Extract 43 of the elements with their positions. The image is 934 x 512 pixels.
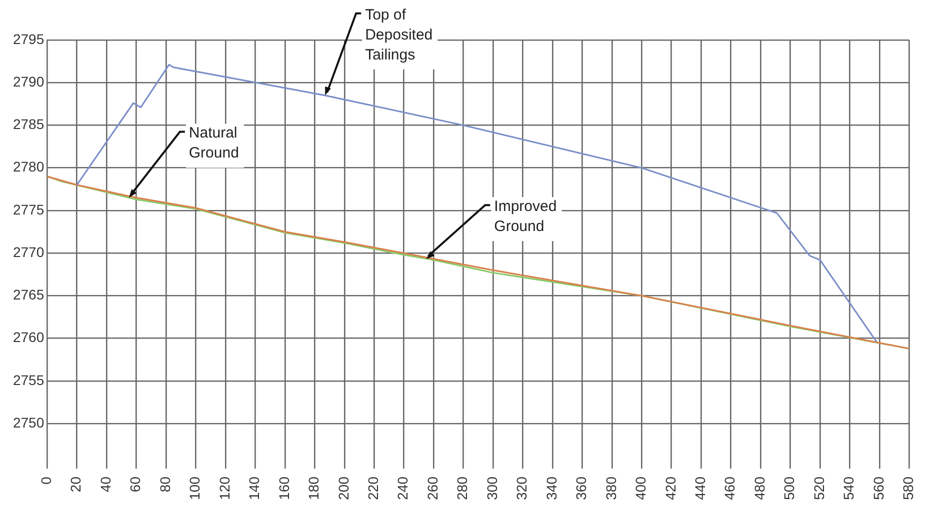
x-tick-label: 180 [306, 476, 322, 500]
x-tick-label: 60 [127, 476, 144, 492]
x-tick-label: 520 [810, 476, 827, 500]
y-tick-label: 2765 [12, 286, 44, 303]
x-tick-label: 140 [246, 476, 262, 500]
x-tick-label: 320 [514, 476, 530, 500]
x-tick-label: 260 [424, 476, 440, 500]
x-tick-label: 400 [632, 476, 649, 500]
x-tick-label: 580 [900, 476, 916, 500]
x-tick-label: 340 [543, 476, 560, 500]
x-tick-label: 280 [454, 476, 470, 500]
x-tick-label: 160 [276, 476, 292, 500]
x-tick-label: 460 [722, 476, 738, 500]
x-tick-label: 560 [870, 476, 886, 500]
annotation: Improved Ground [494, 198, 557, 236]
annotation: Natural Ground [188, 124, 239, 162]
x-tick-label: 120 [216, 476, 232, 500]
x-tick-label: 360 [573, 476, 590, 500]
x-tick-label: 80 [156, 476, 173, 492]
y-tick-label: 2750 [12, 414, 44, 430]
x-tick-label: 40 [97, 476, 114, 492]
y-tick-label: 2760 [12, 329, 44, 346]
y-tick-label: 2785 [12, 116, 44, 132]
x-tick-label: 500 [781, 476, 798, 500]
x-tick-label: 20 [68, 476, 84, 492]
y-tick-label: 2755 [12, 372, 44, 388]
y-tick-label: 2775 [12, 201, 44, 218]
x-tick-label: 200 [335, 476, 352, 500]
y-tick-label: 2790 [12, 73, 44, 90]
x-tick-label: 300 [484, 476, 500, 500]
x-tick-label: 0 [38, 476, 54, 484]
x-tick-label: 220 [364, 476, 381, 500]
y-tick-label: 2770 [12, 244, 44, 260]
x-tick-label: 540 [840, 476, 857, 500]
annotation: Top of Deposited Tailings [365, 6, 433, 64]
x-tick-label: 380 [602, 476, 619, 500]
x-tick-label: 480 [751, 476, 768, 500]
y-tick-label: 2780 [12, 158, 44, 175]
x-tick-label: 100 [186, 476, 203, 500]
y-tick-label: 2795 [12, 30, 44, 47]
x-tick-label: 420 [662, 476, 678, 500]
x-tick-label: 240 [394, 476, 411, 500]
x-tick-label: 440 [692, 476, 708, 500]
